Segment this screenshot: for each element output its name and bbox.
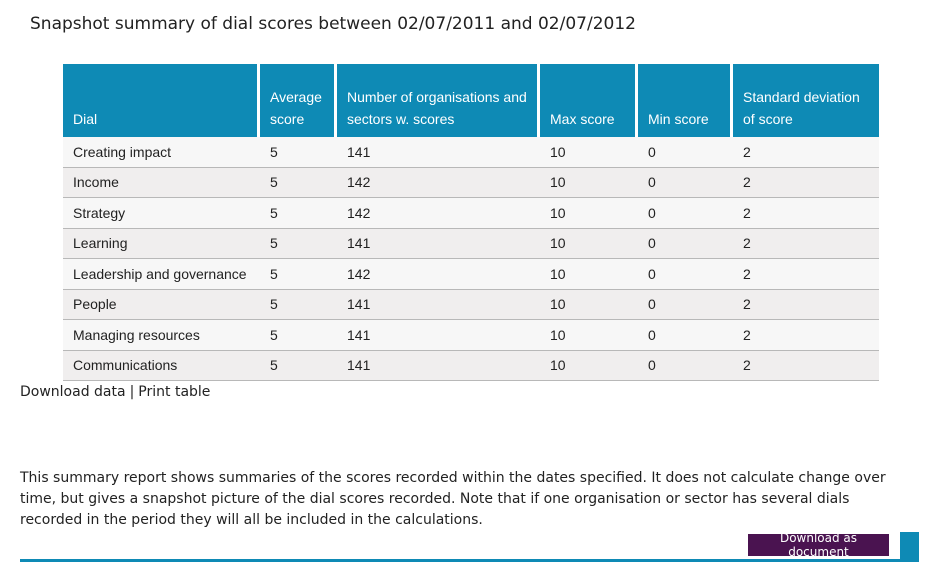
- cell-standard-deviation: 2: [733, 167, 879, 198]
- table-row: Learning 5 141 10 0 2: [63, 228, 879, 259]
- cell-number-of-organisations: 141: [337, 289, 540, 320]
- cell-number-of-organisations: 141: [337, 228, 540, 259]
- dial-summary-table: Dial Average score Number of organisatio…: [63, 64, 879, 381]
- column-header-average-score: Average score: [260, 64, 337, 137]
- cell-max-score: 10: [540, 228, 638, 259]
- footer-divider: [20, 559, 919, 562]
- cell-min-score: 0: [638, 137, 733, 168]
- cell-standard-deviation: 2: [733, 289, 879, 320]
- table-row: Managing resources 5 141 10 0 2: [63, 320, 879, 351]
- cell-min-score: 0: [638, 289, 733, 320]
- cell-number-of-organisations: 142: [337, 259, 540, 290]
- table-row: Leadership and governance 5 142 10 0 2: [63, 259, 879, 290]
- cell-standard-deviation: 2: [733, 320, 879, 351]
- cell-number-of-organisations: 142: [337, 167, 540, 198]
- cell-dial: Income: [63, 167, 260, 198]
- cell-dial: People: [63, 289, 260, 320]
- cell-dial: Communications: [63, 350, 260, 381]
- cell-standard-deviation: 2: [733, 137, 879, 168]
- cell-standard-deviation: 2: [733, 259, 879, 290]
- cell-average-score: 5: [260, 228, 337, 259]
- table-row: Communications 5 141 10 0 2: [63, 350, 879, 381]
- column-header-number-of-organisations: Number of organisations and sectors w. s…: [337, 64, 540, 137]
- cell-number-of-organisations: 141: [337, 137, 540, 168]
- print-table-link[interactable]: Print table: [138, 384, 211, 400]
- page-title: Snapshot summary of dial scores between …: [30, 14, 636, 34]
- column-header-min-score: Min score: [638, 64, 733, 137]
- cell-max-score: 10: [540, 289, 638, 320]
- summary-description: This summary report shows summaries of t…: [20, 470, 886, 528]
- cell-dial: Managing resources: [63, 320, 260, 351]
- link-separator: |: [129, 384, 135, 400]
- cell-max-score: 10: [540, 167, 638, 198]
- cell-min-score: 0: [638, 259, 733, 290]
- table-row: People 5 141 10 0 2: [63, 289, 879, 320]
- table-row: Strategy 5 142 10 0 2: [63, 198, 879, 229]
- cell-min-score: 0: [638, 198, 733, 229]
- cell-average-score: 5: [260, 259, 337, 290]
- cell-dial: Strategy: [63, 198, 260, 229]
- column-header-standard-deviation: Standard deviation of score: [733, 64, 879, 137]
- cell-dial: Creating impact: [63, 137, 260, 168]
- table-actions: Download data | Print table: [20, 384, 210, 400]
- cell-number-of-organisations: 142: [337, 198, 540, 229]
- cell-average-score: 5: [260, 137, 337, 168]
- cell-standard-deviation: 2: [733, 350, 879, 381]
- download-data-link[interactable]: Download data: [20, 384, 126, 400]
- table-header-row: Dial Average score Number of organisatio…: [63, 64, 879, 137]
- cell-min-score: 0: [638, 167, 733, 198]
- cell-average-score: 5: [260, 320, 337, 351]
- cell-max-score: 10: [540, 198, 638, 229]
- column-header-max-score: Max score: [540, 64, 638, 137]
- table-row: Creating impact 5 141 10 0 2: [63, 137, 879, 168]
- cell-max-score: 10: [540, 259, 638, 290]
- cell-dial: Learning: [63, 228, 260, 259]
- cell-average-score: 5: [260, 289, 337, 320]
- cell-max-score: 10: [540, 137, 638, 168]
- cell-min-score: 0: [638, 350, 733, 381]
- cell-dial: Leadership and governance: [63, 259, 260, 290]
- column-header-dial: Dial: [63, 64, 260, 137]
- cell-min-score: 0: [638, 320, 733, 351]
- cell-standard-deviation: 2: [733, 228, 879, 259]
- cell-max-score: 10: [540, 350, 638, 381]
- table-row: Income 5 142 10 0 2: [63, 167, 879, 198]
- cell-number-of-organisations: 141: [337, 320, 540, 351]
- cell-number-of-organisations: 141: [337, 350, 540, 381]
- cell-min-score: 0: [638, 228, 733, 259]
- accent-tab: [900, 532, 919, 561]
- cell-standard-deviation: 2: [733, 198, 879, 229]
- cell-average-score: 5: [260, 167, 337, 198]
- cell-max-score: 10: [540, 320, 638, 351]
- download-as-document-button[interactable]: Download as document: [748, 531, 889, 559]
- cell-average-score: 5: [260, 198, 337, 229]
- cell-average-score: 5: [260, 350, 337, 381]
